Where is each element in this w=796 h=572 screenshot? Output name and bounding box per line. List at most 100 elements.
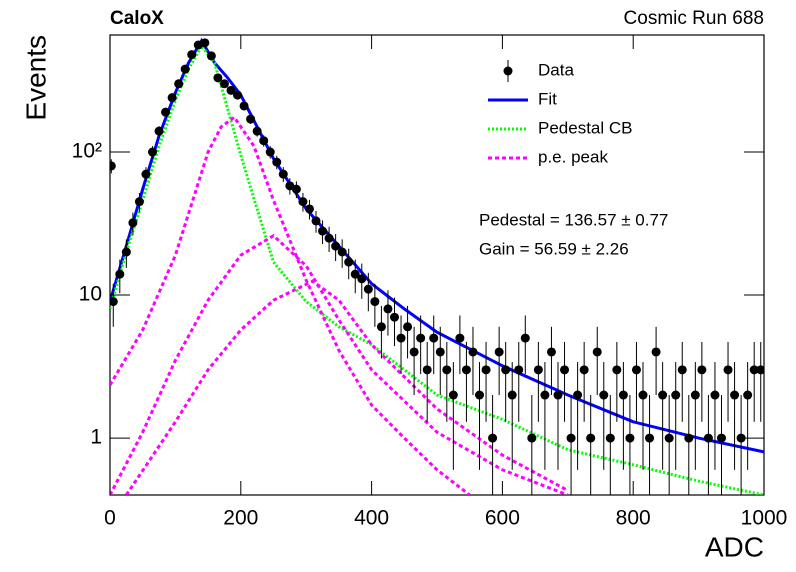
data-point	[527, 433, 537, 443]
annotation: Gain = 56.59 ± 2.26	[479, 239, 629, 258]
data-point	[540, 390, 550, 400]
y-tick-label: 10	[79, 283, 102, 306]
data-point	[304, 204, 314, 214]
data-point	[671, 390, 681, 400]
data-point	[370, 297, 380, 307]
y-tick-label: 1	[90, 426, 102, 449]
data-point	[710, 390, 720, 400]
data-point	[115, 269, 125, 279]
data-point	[148, 147, 158, 157]
fit-curve	[110, 43, 764, 495]
data-point	[167, 93, 177, 103]
data-point	[605, 433, 615, 443]
legend-label: Pedestal CB	[538, 118, 633, 137]
data-point	[756, 365, 764, 375]
data-point	[298, 197, 308, 207]
data-point	[324, 233, 334, 243]
legend-label: Fit	[538, 89, 557, 108]
data-point	[455, 333, 465, 343]
data-point	[318, 226, 328, 236]
data-point	[180, 64, 190, 74]
data-point	[259, 136, 269, 146]
data-point	[363, 284, 373, 294]
data-point	[110, 161, 116, 171]
data-point	[174, 79, 184, 89]
data-point	[514, 365, 524, 375]
data-point	[651, 347, 661, 357]
data-point	[272, 157, 282, 167]
data-point	[134, 197, 144, 207]
data-point	[494, 347, 504, 357]
data-point	[481, 365, 491, 375]
data-point	[206, 51, 216, 61]
data-point	[618, 390, 628, 400]
data-point	[573, 390, 583, 400]
data-point	[226, 85, 236, 95]
data-point	[461, 365, 471, 375]
legend-label: Data	[538, 60, 574, 79]
data-point	[422, 365, 432, 375]
data-point	[664, 433, 674, 443]
chart-title: CaloX	[110, 8, 164, 29]
data-point	[743, 390, 753, 400]
component-curve	[110, 233, 569, 495]
data-point	[475, 390, 485, 400]
chart-subtitle: Cosmic Run 688	[624, 8, 764, 29]
data-point	[638, 390, 648, 400]
data-point	[736, 433, 746, 443]
data-point	[239, 101, 249, 111]
x-tick-label: 1000	[741, 507, 788, 530]
data-point	[409, 347, 419, 357]
data-point	[344, 257, 354, 267]
plot-frame	[109, 34, 765, 496]
data-point	[291, 184, 301, 194]
data-point	[246, 114, 256, 124]
data-point	[533, 365, 543, 375]
data-point	[566, 433, 576, 443]
data-point	[579, 365, 589, 375]
data-point	[278, 169, 288, 179]
component-curve	[125, 279, 569, 495]
data-point	[331, 241, 341, 251]
data-point	[749, 365, 759, 375]
data-point	[684, 433, 694, 443]
data-point	[233, 90, 243, 100]
data-point	[553, 390, 563, 400]
data-point	[161, 107, 171, 117]
data-point	[213, 73, 223, 83]
x-axis-label: ADC	[705, 531, 764, 562]
data-point	[350, 269, 360, 279]
x-tick-label: 400	[354, 507, 389, 530]
data-point	[625, 433, 635, 443]
legend-label: p.e. peak	[538, 147, 608, 166]
component-curve	[110, 115, 471, 495]
data-point	[187, 50, 197, 60]
data-point	[690, 390, 700, 400]
data-point	[507, 390, 517, 400]
legend-marker	[503, 66, 513, 76]
y-tick-label: 10²	[72, 140, 102, 163]
data-point	[677, 365, 687, 375]
data-point	[501, 365, 511, 375]
data-point	[658, 390, 668, 400]
x-tick-label: 200	[223, 507, 258, 530]
data-point	[128, 218, 138, 228]
x-tick-label: 600	[485, 507, 520, 530]
data-point	[141, 169, 151, 179]
data-point	[592, 347, 602, 357]
data-point	[520, 333, 530, 343]
data-point	[612, 365, 622, 375]
data-point	[546, 347, 556, 357]
data-point	[716, 433, 726, 443]
data-point	[376, 322, 386, 332]
data-point	[200, 38, 210, 48]
annotation: Pedestal = 136.57 ± 0.77	[479, 210, 668, 229]
data-point	[631, 365, 641, 375]
data-point	[488, 433, 498, 443]
data-point	[154, 126, 164, 136]
data-point	[396, 333, 406, 343]
data-point	[697, 365, 707, 375]
data-point	[357, 274, 367, 284]
data-point	[383, 304, 393, 314]
